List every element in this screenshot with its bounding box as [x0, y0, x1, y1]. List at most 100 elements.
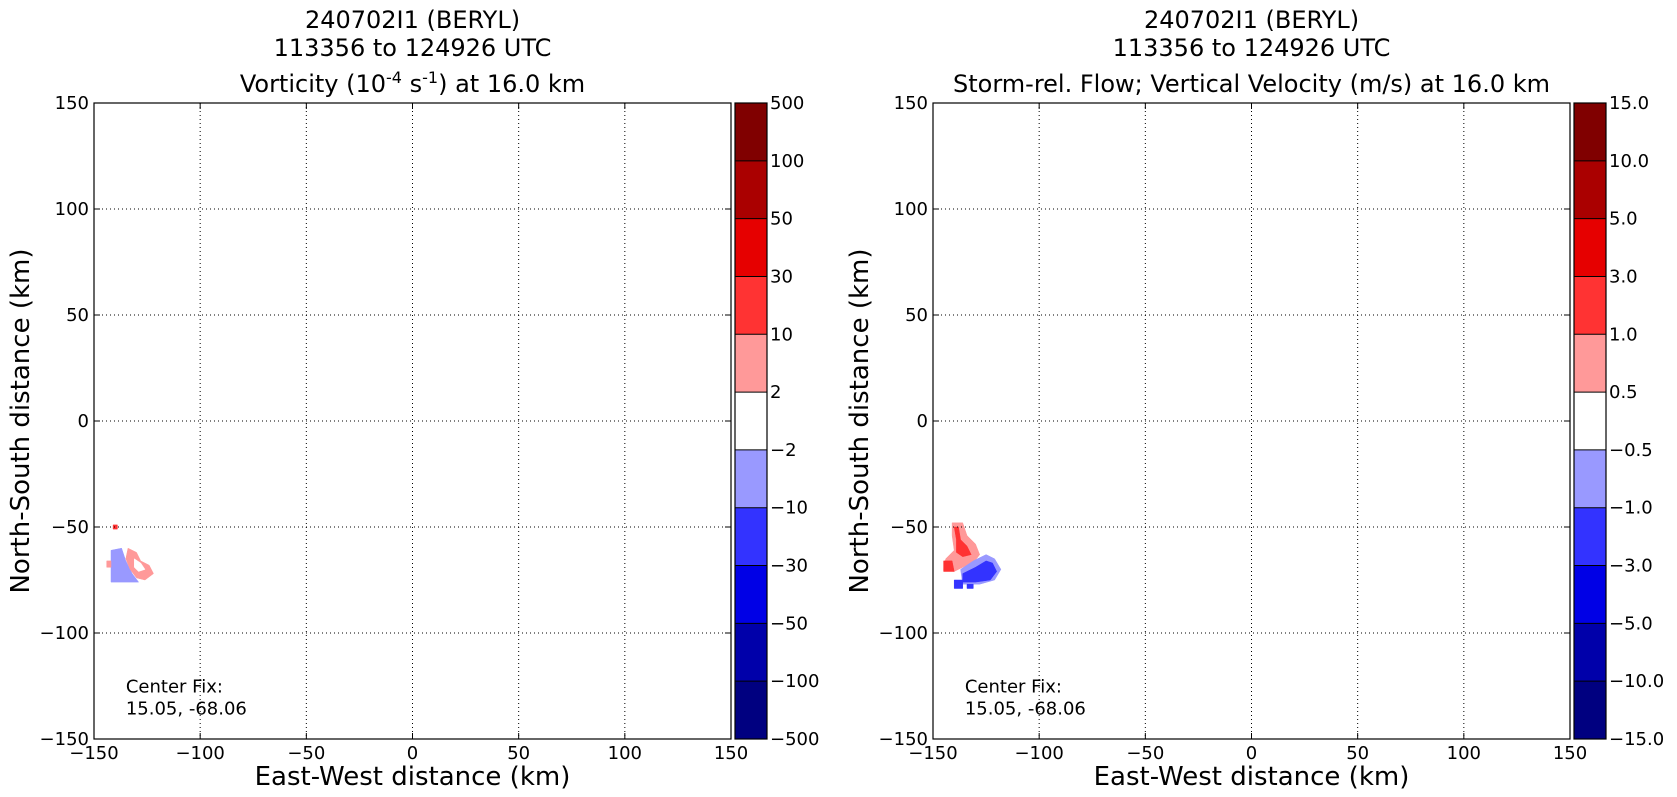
colorbar-segment	[735, 565, 767, 624]
y-tick-label: −100	[40, 623, 89, 644]
colorbar-segment	[735, 623, 767, 682]
colorbar-label: 10.0	[1609, 151, 1649, 172]
chart-subtitle: Storm-rel. Flow; Vertical Velocity (m/s)…	[953, 70, 1550, 98]
colorbar-label: 50	[770, 209, 793, 230]
contour-region	[953, 579, 963, 589]
colorbar-label: 100	[770, 151, 804, 172]
y-tick-label: 100	[55, 199, 89, 220]
colorbar-segment	[735, 160, 767, 219]
colorbar-segment	[1574, 565, 1606, 624]
y-tick-label: 50	[905, 305, 928, 326]
x-axis-label: East-West distance (km)	[1094, 762, 1410, 792]
y-tick-label: 0	[917, 411, 928, 432]
colorbar-segment	[1574, 507, 1606, 566]
x-tick-label: 0	[407, 743, 418, 764]
y-tick-label: 50	[66, 305, 89, 326]
title-segment: s	[402, 70, 422, 98]
colorbar-label: 2	[770, 382, 781, 403]
y-tick-label: 150	[894, 93, 928, 114]
vertical-velocity-panel: 240702I1 (BERYL) 113356 to 124926 UTC Stor…	[839, 0, 1677, 797]
x-tick-label: 100	[1447, 743, 1481, 764]
y-axis-label: North-South distance (km)	[6, 248, 36, 593]
center-fix-annotation: 15.05, -68.06	[126, 698, 247, 719]
colorbar-segment	[1574, 392, 1606, 450]
colorbar-frame	[734, 102, 768, 740]
chart-subtitle: Vorticity (10-4 s-1) at 16.0 km	[240, 68, 585, 98]
x-tick-label: −50	[287, 743, 325, 764]
colorbar-label: 30	[770, 266, 793, 287]
y-axis-label: North-South distance (km)	[845, 248, 875, 593]
y-tick-label: 150	[55, 93, 89, 114]
colorbar-label: −5.0	[1609, 613, 1653, 634]
contour-region	[110, 547, 140, 583]
colorbar-segment	[1574, 103, 1606, 161]
colorbar-segment	[735, 218, 767, 277]
contour-region	[943, 560, 955, 572]
colorbar-label: −15.0	[1609, 729, 1664, 750]
colorbar-segment	[1574, 681, 1606, 739]
colorbar-label: −2	[770, 440, 797, 461]
colorbar-label: 0.5	[1609, 382, 1638, 403]
colorbar-label: −50	[770, 613, 808, 634]
colorbar-label: −1.0	[1609, 498, 1653, 519]
title-segment: Vorticity (10	[240, 70, 386, 98]
colorbar-label: 1.0	[1609, 324, 1638, 345]
colorbar-segment	[1574, 449, 1606, 508]
vorticity-panel: 240702I1 (BERYL) 113356 to 124926 UTC Vort…	[0, 0, 838, 797]
x-axis-label: East-West distance (km)	[255, 762, 571, 792]
y-tick-label: −100	[879, 623, 928, 644]
colorbar-segment	[735, 449, 767, 508]
contour-region	[962, 560, 997, 583]
colorbar-segment	[735, 276, 767, 335]
center-fix-annotation: Center Fix:	[965, 676, 1062, 697]
x-tick-label: −150	[908, 743, 957, 764]
x-tick-label: −100	[175, 743, 224, 764]
x-tick-label: −50	[1126, 743, 1164, 764]
colorbar-segment	[735, 103, 767, 161]
colorbar-segment	[1574, 160, 1606, 219]
contour-region	[966, 583, 974, 589]
colorbar-segment	[1574, 623, 1606, 682]
colorbar-segment	[1574, 276, 1606, 335]
colorbar-label: −10	[770, 498, 808, 519]
colorbar-label: 500	[770, 93, 804, 114]
title-superscript: -4	[386, 68, 402, 87]
colorbar-segment	[1574, 334, 1606, 393]
y-tick-label: −150	[40, 729, 89, 750]
title-segment: ) at 16.0 km	[438, 70, 585, 98]
plot-area	[933, 103, 1570, 739]
colorbar-label: 15.0	[1609, 93, 1649, 114]
colorbar-label: −10.0	[1609, 671, 1664, 692]
contour-region	[134, 558, 146, 572]
colorbar-label: 10	[770, 324, 793, 345]
y-tick-label: −50	[890, 517, 928, 538]
chart-title-line: 240702I1 (BERYL)	[305, 6, 520, 34]
contour-region	[953, 526, 972, 557]
plot-frame	[93, 102, 732, 740]
y-tick-label: 0	[78, 411, 89, 432]
x-tick-label: 0	[1246, 743, 1257, 764]
colorbar-label: −500	[770, 729, 819, 750]
x-tick-label: −150	[69, 743, 118, 764]
x-tick-label: 100	[608, 743, 642, 764]
colorbar-label: 3.0	[1609, 266, 1638, 287]
x-tick-label: −100	[1014, 743, 1063, 764]
x-tick-label: 50	[507, 743, 530, 764]
colorbar-label: −100	[770, 671, 819, 692]
y-tick-label: −50	[51, 517, 89, 538]
center-fix-annotation: 15.05, -68.06	[965, 698, 1086, 719]
x-tick-label: 150	[1553, 743, 1587, 764]
y-tick-label: −150	[879, 729, 928, 750]
colorbar-label: −3.0	[1609, 556, 1653, 577]
x-tick-label: 50	[1346, 743, 1369, 764]
contour-region	[106, 560, 112, 568]
colorbar-label: 5.0	[1609, 209, 1638, 230]
x-tick-label: 150	[714, 743, 748, 764]
chart-title-line: 113356 to 124926 UTC	[1113, 34, 1391, 62]
colorbar-segment	[735, 392, 767, 450]
colorbar-segment	[735, 507, 767, 566]
colorbar-label: −0.5	[1609, 440, 1653, 461]
vertical-velocity-chart: 240702I1 (BERYL)113356 to 124926 UTC Stor…	[845, 6, 1664, 792]
contour-region	[112, 524, 118, 530]
